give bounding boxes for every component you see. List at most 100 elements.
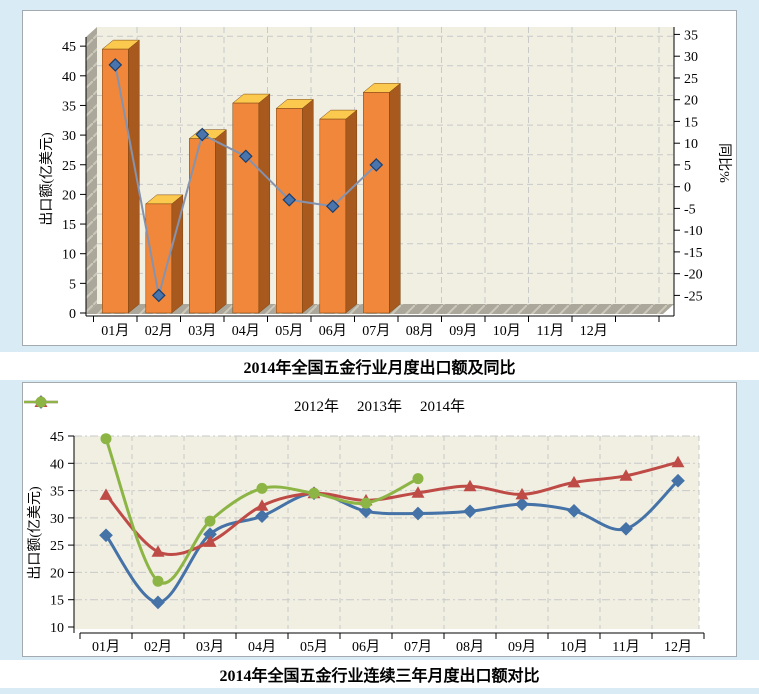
svg-text:-15: -15 [684,246,703,261]
svg-text:10月: 10月 [493,323,521,339]
svg-text:25: 25 [62,159,76,174]
export-bar-line-chart: 0 5 10 15 20 25 30 35 40 45 出口额(亿美元) -25 -20 -15 -10 -5… [39,27,732,339]
bar-03月 [188,129,228,314]
triangle-marker [411,486,425,498]
triangle-marker [567,475,581,488]
diamond-marker [515,497,529,512]
diamond-marker [671,473,685,488]
diamond-marker [151,595,165,610]
svg-text:45: 45 [50,430,64,445]
triangle-marker [99,488,113,500]
svg-text:-25: -25 [684,289,703,304]
series-2013年 [99,455,685,557]
svg-text:20: 20 [62,188,76,203]
svg-text:10: 10 [684,137,698,152]
svg-text:出口额(亿美元): 出口额(亿美元) [27,486,43,580]
svg-text:出口额(亿美元): 出口额(亿美元) [39,132,55,226]
circle-marker [152,575,164,587]
triangle-marker [515,487,529,500]
monthly-export-chart-panel: 0 5 10 15 20 25 30 35 40 45 出口额(亿美元) -25 -20 -15 -10 -5… [22,10,737,346]
bar-01月 [101,39,141,314]
diamond-marker [567,503,581,518]
svg-text:06月: 06月 [352,639,380,655]
svg-text:20: 20 [684,94,698,109]
diamond-marker [255,509,269,524]
left-axis: 10 15 20 25 30 35 40 45 出口额(亿美元) [27,430,75,636]
diamond-marker [108,58,123,72]
legend-label: 2013年 [356,399,402,415]
diamond-marker [359,504,373,519]
svg-text:35: 35 [62,99,76,114]
svg-text:09月: 09月 [449,323,477,339]
svg-text:5: 5 [69,277,76,292]
circle-marker [204,515,216,527]
plot-area [74,436,699,629]
x-axis: 01月 02月 03月 04月 05月 06月 07月 08月 09月 10月 11月 12月 [86,315,674,339]
circle-legend-marker [24,396,58,408]
svg-text:30: 30 [50,512,64,527]
svg-text:07月: 07月 [362,323,390,339]
legend-label: 2012年 [293,399,339,415]
diamond-marker [282,192,297,207]
svg-text:30: 30 [684,50,698,65]
circle-marker [360,497,372,509]
svg-text:35: 35 [684,28,698,43]
right-axis: -25 -20 -15 -10 -5 0 5 10 15 20 25 30 35 同比% [673,27,732,316]
circle-marker [256,482,268,494]
svg-text:10月: 10月 [560,639,588,655]
diamond-marker [238,149,253,164]
bottom-chart-title: 2014年全国五金行业连续三年月度出口额对比 [219,668,540,685]
chart-legend: 2012年 2013年 2014年 [23,395,736,416]
bar-04月 [232,93,271,314]
svg-text:08月: 08月 [456,639,484,655]
legend-item-2012年[interactable]: 2012年 [24,395,339,416]
svg-text:0: 0 [69,307,76,322]
diamond-marker [369,158,384,172]
svg-text:25: 25 [50,539,64,554]
diamond-marker [195,127,210,142]
diamond-marker [325,199,340,214]
circle-marker [35,396,47,408]
three-year-comparison-panel: 2012年 2013年 2014年 10 15 20 25 30 35 40 45 出口额(亿美元)… [22,382,737,657]
legend-label: 2014年 [420,399,466,415]
svg-text:30: 30 [62,129,76,144]
circle-marker [308,487,320,499]
circle-marker [100,433,112,445]
yoy-line [108,58,384,303]
svg-text:03月: 03月 [196,639,224,655]
svg-text:5: 5 [684,159,691,174]
svg-text:09月: 09月 [508,639,536,655]
svg-text:02月: 02月 [144,639,172,655]
svg-text:05月: 05月 [300,639,328,655]
svg-text:01月: 01月 [92,639,120,655]
triangle-marker [203,535,217,547]
triangle-marker [671,455,685,468]
legend-item-2013年[interactable]: 2013年 [24,395,402,416]
svg-text:02月: 02月 [145,323,173,339]
svg-text:01月: 01月 [101,323,129,339]
legend-item-2014年[interactable]: 2014年 [24,395,466,416]
triangle-marker [619,469,633,481]
bottom-chart-title-band: 2014年全国五金行业连续三年月度出口额对比 [0,660,759,688]
svg-text:-5: -5 [684,202,696,217]
svg-text:0: 0 [684,181,691,196]
svg-text:-20: -20 [684,268,703,283]
diamond-marker [411,506,425,521]
left-axis: 0 5 10 15 20 25 30 35 40 45 出口额(亿美元) [39,37,87,322]
triangle-marker [151,545,165,557]
svg-text:10: 10 [50,621,64,636]
svg-text:-10: -10 [684,224,703,239]
svg-text:08月: 08月 [406,323,434,339]
svg-text:15: 15 [50,594,64,609]
diamond-marker [619,521,633,536]
bar-07月 [362,82,402,314]
svg-text:11月: 11月 [612,639,639,655]
circle-marker [412,473,424,485]
diamond-marker [99,528,113,543]
svg-text:06月: 06月 [319,323,347,339]
svg-text:12月: 12月 [664,639,692,655]
svg-text:15: 15 [684,115,698,130]
diamond-marker [463,504,477,519]
triangle-marker [255,499,269,511]
